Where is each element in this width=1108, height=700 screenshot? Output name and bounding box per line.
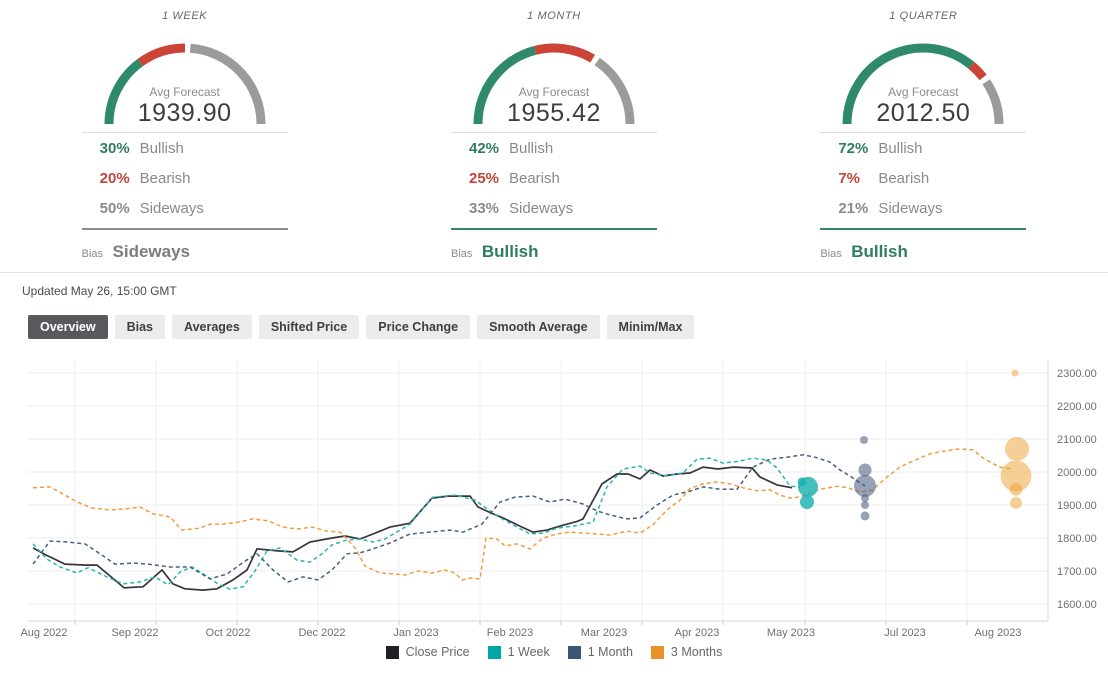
bias-row: Bias Sideways [81, 242, 191, 261]
legend-1-week[interactable]: 1 Week [487, 645, 550, 659]
tab-overview[interactable]: Overview [28, 315, 108, 339]
svg-text:Oct 2022: Oct 2022 [206, 627, 251, 639]
tab-shifted-price[interactable]: Shifted Price [258, 315, 360, 339]
svg-text:1800.00: 1800.00 [1057, 533, 1097, 545]
divider [81, 132, 288, 133]
avg-forecast-value: 1955.42 [507, 99, 601, 127]
panel-period-title: 1 WEEK [162, 10, 208, 22]
bullish-row: 30% Bullish [99, 139, 184, 157]
forecast-gauge: Avg Forecast 2012.50 [820, 26, 1026, 128]
one-week-swatch-icon [487, 645, 501, 659]
tab-smooth-average[interactable]: Smooth Average [477, 315, 600, 339]
forecast-gauge: Avg Forecast 1955.42 [451, 26, 657, 128]
avg-forecast-value: 2012.50 [876, 99, 971, 127]
bullish-pct: 42% [468, 139, 500, 157]
tab-averages[interactable]: Averages [172, 315, 252, 339]
bearish-pct: 25% [468, 169, 500, 187]
gauge-arc [104, 43, 266, 125]
svg-text:1900.00: 1900.00 [1057, 500, 1097, 512]
bias-divider [450, 228, 657, 230]
bias-value: Bullish [481, 242, 539, 261]
bias-value: Bullish [851, 242, 908, 261]
svg-text:Mar 2023: Mar 2023 [581, 627, 627, 639]
bias-divider [820, 228, 1027, 230]
chart-legend: Close Price 1 Week 1 Month 3 Months [0, 645, 1108, 659]
sideways-row: 21% Sideways [838, 199, 943, 217]
updated-timestamp: Updated May 26, 15:00 GMT [22, 284, 177, 298]
legend-1-month[interactable]: 1 Month [567, 645, 633, 659]
three-months-swatch-icon [650, 645, 664, 659]
bullish-pct: 30% [99, 139, 130, 157]
tab-price-change[interactable]: Price Change [366, 315, 471, 339]
svg-text:2300.00: 2300.00 [1057, 368, 1097, 380]
svg-text:Dec 2022: Dec 2022 [298, 627, 345, 639]
sideways-row: 33% Sideways [468, 199, 574, 217]
svg-text:May 2023: May 2023 [767, 627, 815, 639]
avg-forecast-label: Avg Forecast [149, 85, 220, 99]
bias-value: Sideways [112, 242, 191, 261]
chart-tabs: Overview Bias Averages Shifted Price Pri… [28, 315, 1108, 339]
one-month-swatch-icon [567, 645, 581, 659]
sideways-row: 50% Sideways [99, 199, 204, 217]
tab-minim-max[interactable]: Minim/Max [606, 315, 695, 339]
divider [450, 132, 657, 133]
forecast-panel-1week: 1 WEEK Avg Forecast 1939.90 30% Bullish … [81, 4, 288, 262]
section-divider [0, 272, 1108, 273]
svg-text:Jul 2023: Jul 2023 [884, 627, 926, 639]
svg-text:Feb 2023: Feb 2023 [487, 627, 533, 639]
forecast-gauge: Avg Forecast 1939.90 [82, 26, 288, 128]
sideways-pct: 21% [838, 199, 869, 217]
sideways-pct: 33% [468, 199, 500, 217]
panel-period-title: 1 QUARTER [889, 10, 958, 22]
bullish-pct: 72% [838, 139, 869, 157]
gauge-arc [473, 43, 635, 125]
bearish-pct: 20% [99, 169, 130, 187]
tab-bias[interactable]: Bias [114, 315, 165, 339]
svg-text:2100.00: 2100.00 [1057, 434, 1097, 446]
bearish-row: 7% Bearish [838, 169, 930, 187]
legend-close-price[interactable]: Close Price [385, 645, 470, 659]
forecast-panels: 1 WEEK Avg Forecast 1939.90 30% Bullish … [0, 0, 1108, 262]
svg-text:Aug 2022: Aug 2022 [20, 627, 67, 639]
bias-row: Bias Bullish [820, 242, 908, 261]
svg-text:Aug 2023: Aug 2023 [974, 627, 1021, 639]
bearish-pct: 7% [838, 169, 861, 187]
avg-forecast-label: Avg Forecast [518, 85, 590, 99]
bearish-row: 25% Bearish [468, 169, 560, 187]
forecast-panel-1quarter: 1 QUARTER Avg Forecast 2012.50 72% Bulli… [820, 4, 1027, 262]
svg-text:2000.00: 2000.00 [1057, 467, 1097, 479]
panel-period-title: 1 MONTH [527, 10, 581, 22]
bias-divider [81, 228, 288, 230]
forecast-chart[interactable]: 2300.00 2200.00 2100.00 2000.00 1900.00 1800.… [0, 352, 1108, 644]
bearish-row: 20% Bearish [99, 169, 191, 187]
bullish-row: 42% Bullish [468, 139, 554, 157]
forecast-panel-1month: 1 MONTH Avg Forecast 1955.42 42% Bullish… [450, 4, 657, 262]
avg-forecast-label: Avg Forecast [888, 85, 959, 99]
legend-3-months[interactable]: 3 Months [650, 645, 722, 659]
gauge-arc [842, 43, 1004, 125]
avg-forecast-value: 1939.90 [137, 99, 232, 127]
svg-text:Apr 2023: Apr 2023 [675, 627, 720, 639]
bullish-row: 72% Bullish [838, 139, 923, 157]
svg-text:Jan 2023: Jan 2023 [393, 627, 438, 639]
bias-row: Bias Bullish [450, 242, 539, 261]
divider [820, 132, 1027, 133]
svg-text:1600.00: 1600.00 [1057, 599, 1097, 611]
close-price-swatch-icon [385, 645, 399, 659]
svg-text:2200.00: 2200.00 [1057, 401, 1097, 413]
sideways-pct: 50% [99, 199, 130, 217]
svg-text:Sep 2022: Sep 2022 [111, 627, 158, 639]
svg-text:1700.00: 1700.00 [1057, 566, 1097, 578]
